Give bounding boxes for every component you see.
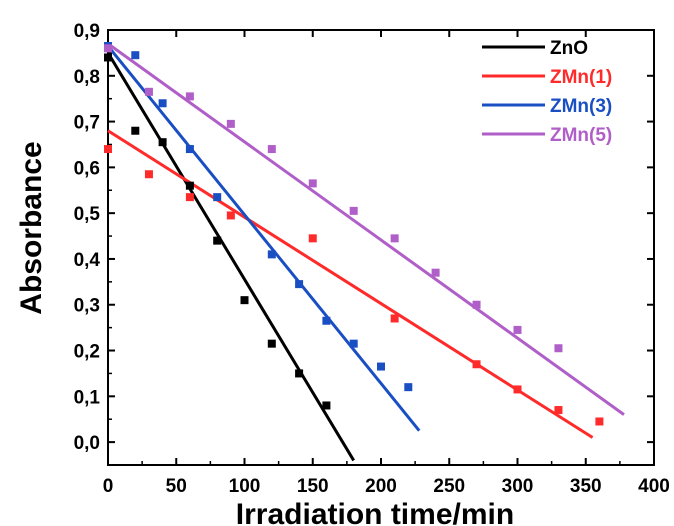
data-point-zmn-1: [390, 314, 399, 323]
data-point-zmn-1: [308, 234, 317, 243]
data-point-zmn-5: [104, 44, 112, 53]
y-tick-label: 0,1: [74, 387, 101, 408]
x-tick-label: 150: [297, 476, 329, 497]
data-point-zmn-3: [322, 316, 331, 325]
y-tick-label: 0,6: [74, 158, 100, 179]
data-point-zmn-3: [404, 383, 413, 392]
data-points: [104, 42, 604, 426]
x-tick-label: 350: [570, 476, 602, 497]
data-point-zmn-1: [513, 385, 522, 394]
data-point-zmn-5: [185, 92, 194, 101]
x-axis-title: Irradiation time/min: [236, 498, 514, 526]
fit-line-zno: [106, 52, 355, 462]
y-tick-label: 0,5: [74, 204, 101, 225]
legend-label-zmn-5: ZMn(5): [550, 125, 612, 146]
y-tick-label: 0,0: [74, 433, 100, 454]
data-point-zmn-5: [144, 87, 153, 96]
legend: ZnO ZMn(1) ZMn(3) ZMn(5): [482, 38, 612, 146]
data-point-zmn-3: [377, 362, 385, 371]
x-tick-label: 250: [433, 476, 465, 497]
data-point-zmn-5: [267, 145, 276, 154]
y-tick-label: 0,2: [74, 342, 100, 363]
data-point-zmn-5: [308, 179, 317, 188]
data-point-zmn-1: [185, 193, 194, 202]
fit-line-zmn-3: [106, 45, 421, 432]
data-point-zmn-1: [144, 170, 153, 179]
legend-label-zmn-1: ZMn(1): [550, 67, 612, 88]
data-point-zmn-3: [158, 99, 167, 108]
data-point-zmn-1: [226, 211, 235, 220]
y-tick-label: 0,9: [74, 21, 100, 42]
data-point-zmn-1: [472, 360, 481, 369]
data-point-zmn-5: [431, 268, 440, 277]
data-point-zmn-3: [213, 193, 222, 202]
x-tick-label: 0: [103, 476, 114, 497]
data-point-zmn-1: [554, 406, 563, 415]
data-point-zmn-1: [595, 417, 604, 426]
data-point-zmn-3: [267, 250, 276, 259]
data-point-zmn-3: [131, 51, 140, 60]
data-point-zno: [213, 236, 222, 245]
y-tick-label: 0,7: [74, 113, 100, 134]
x-tick-label: 300: [502, 476, 534, 497]
data-point-zno: [240, 296, 249, 305]
data-point-zmn-5: [349, 206, 358, 215]
x-tick-label: 400: [638, 476, 670, 497]
data-point-zno: [185, 181, 194, 190]
data-point-zmn-3: [349, 339, 358, 348]
data-point-zmn-3: [295, 280, 304, 289]
x-tick-label: 200: [365, 476, 397, 497]
data-point-zno: [322, 401, 331, 410]
data-point-zmn-5: [390, 234, 399, 243]
fit-line-zmn-5: [107, 42, 625, 416]
legend-label-zmn-3: ZMn(3): [550, 96, 612, 117]
data-point-zno: [158, 138, 167, 147]
data-point-zmn-5: [554, 344, 563, 353]
y-tick-label: 0,3: [74, 296, 100, 317]
x-tick-label: 50: [166, 476, 187, 497]
data-point-zmn-5: [472, 300, 481, 309]
axes-layer: 0 50 100 150 200 250 300 350 400 0,0 0,1 0,2 0,3 0,4 0…: [74, 21, 670, 497]
data-point-zmn-5: [513, 325, 522, 334]
data-point-zmn-5: [226, 119, 235, 128]
x-tick-label: 100: [229, 476, 261, 497]
y-tick-label: 0,4: [74, 250, 101, 271]
data-point-zno: [104, 53, 112, 62]
legend-label-zno: ZnO: [550, 38, 588, 59]
data-point-zmn-1: [104, 145, 112, 154]
data-point-zno: [131, 126, 140, 135]
data-point-zno: [295, 369, 304, 378]
y-tick-label: 0,8: [74, 67, 100, 88]
data-point-zno: [267, 339, 276, 348]
y-axis-title: Absorbance: [15, 141, 48, 314]
data-point-zmn-3: [185, 145, 194, 154]
